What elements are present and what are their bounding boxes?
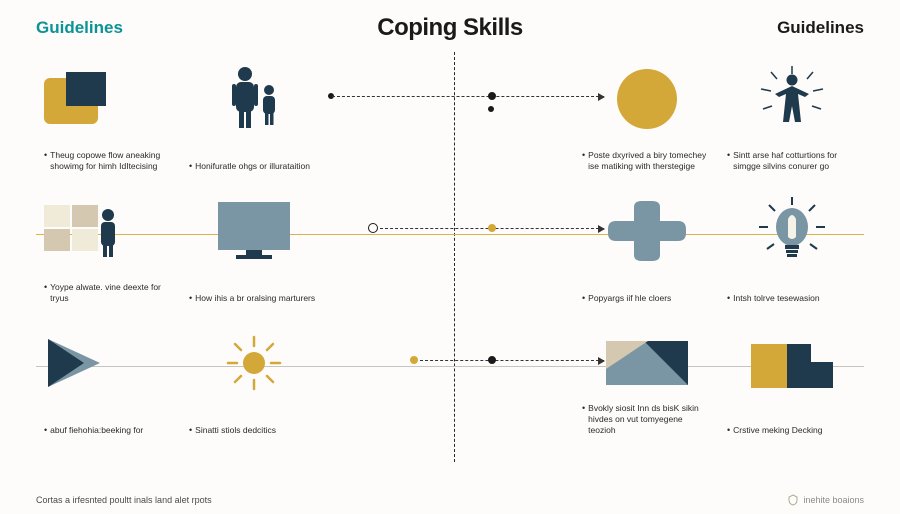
cell-1-2: Honifuratle ohgs or illurataition	[181, 54, 326, 186]
footer: Cortas a irfesnted poultt inals land ale…	[36, 494, 864, 506]
row-2: Yoype alwate. vine deexte for tryus How …	[36, 186, 864, 318]
caption-1-3: Poste dxyrived a biry tomechey ise matik…	[582, 150, 711, 172]
radiant-figure-icon	[727, 64, 856, 134]
caption-2-4: Intsh tolrve tesewasion	[727, 293, 856, 304]
square-corner-icon	[44, 64, 173, 134]
caption-2-1: Yoype alwate. vine deexte for tryus	[44, 282, 173, 304]
arrow-3	[420, 360, 604, 361]
cell-2-1: Yoype alwate. vine deexte for tryus	[36, 186, 181, 318]
caption-3-3: Bvokly siosit Inn ds bisK sikin hivdes o…	[582, 403, 711, 436]
caption-1-1: Theug copowe flow aneaking showimg for h…	[44, 150, 173, 172]
header-right-label: Guidelines	[777, 18, 864, 38]
cell-2-2: How ihis a br oralsing marturers	[181, 186, 326, 318]
caption-2-3: Popyargs iif hle cloers	[582, 293, 711, 304]
caption-1-2: Honifuratle ohgs or illurataition	[189, 161, 318, 172]
caption-3-1: abuf fiehohia:beeking for	[44, 425, 173, 436]
row-1: Theug copowe flow aneaking showimg for h…	[36, 54, 864, 186]
cell-2-3: Popyargs iif hle cloers	[574, 186, 719, 318]
header: Guidelines Coping Skills Guidelines	[0, 0, 900, 50]
caption-1-4: Sintt arse haf cotturtions for simgge si…	[727, 150, 856, 172]
infographic-grid: Theug copowe flow aneaking showimg for h…	[0, 50, 900, 450]
row-3: abuf fiehohia:beeking for	[36, 318, 864, 450]
people-pair-icon	[189, 64, 318, 134]
cell-1-3: Poste dxyrived a biry tomechey ise matik…	[574, 54, 719, 186]
header-left-label: Guidelines	[36, 18, 123, 38]
cell-3-4: Crstive meking Decking	[719, 318, 864, 450]
arrow-zone-2	[326, 186, 574, 318]
step-blocks-icon	[727, 328, 856, 398]
footer-credit: inehite boaions	[787, 494, 864, 506]
grid-person-icon	[44, 196, 173, 266]
shield-icon	[787, 494, 799, 506]
arrow-zone-1	[326, 54, 574, 186]
cell-2-4: Intsh tolrve tesewasion	[719, 186, 864, 318]
page-title: Coping Skills	[377, 14, 523, 42]
footer-note: Cortas a irfesnted poultt inals land ale…	[36, 495, 212, 505]
cell-3-3: Bvokly siosit Inn ds bisK sikin hivdes o…	[574, 318, 719, 450]
arrow-zone-3	[326, 318, 574, 450]
monitor-icon	[189, 196, 318, 266]
cell-1-4: Sintt arse haf cotturtions for simgge si…	[719, 54, 864, 186]
arrow-1	[332, 96, 604, 97]
play-triangle-icon	[44, 328, 173, 398]
caption-3-2: Sinatti stiols dedcitics	[189, 425, 318, 436]
cell-1-1: Theug copowe flow aneaking showimg for h…	[36, 54, 181, 186]
caption-2-2: How ihis a br oralsing marturers	[189, 293, 318, 304]
lightbulb-rays-icon	[727, 196, 856, 266]
cell-3-2: Sinatti stiols dedcitics	[181, 318, 326, 450]
cell-3-1: abuf fiehohia:beeking for	[36, 318, 181, 450]
sun-icon	[189, 328, 318, 398]
caption-3-4: Crstive meking Decking	[727, 425, 856, 436]
